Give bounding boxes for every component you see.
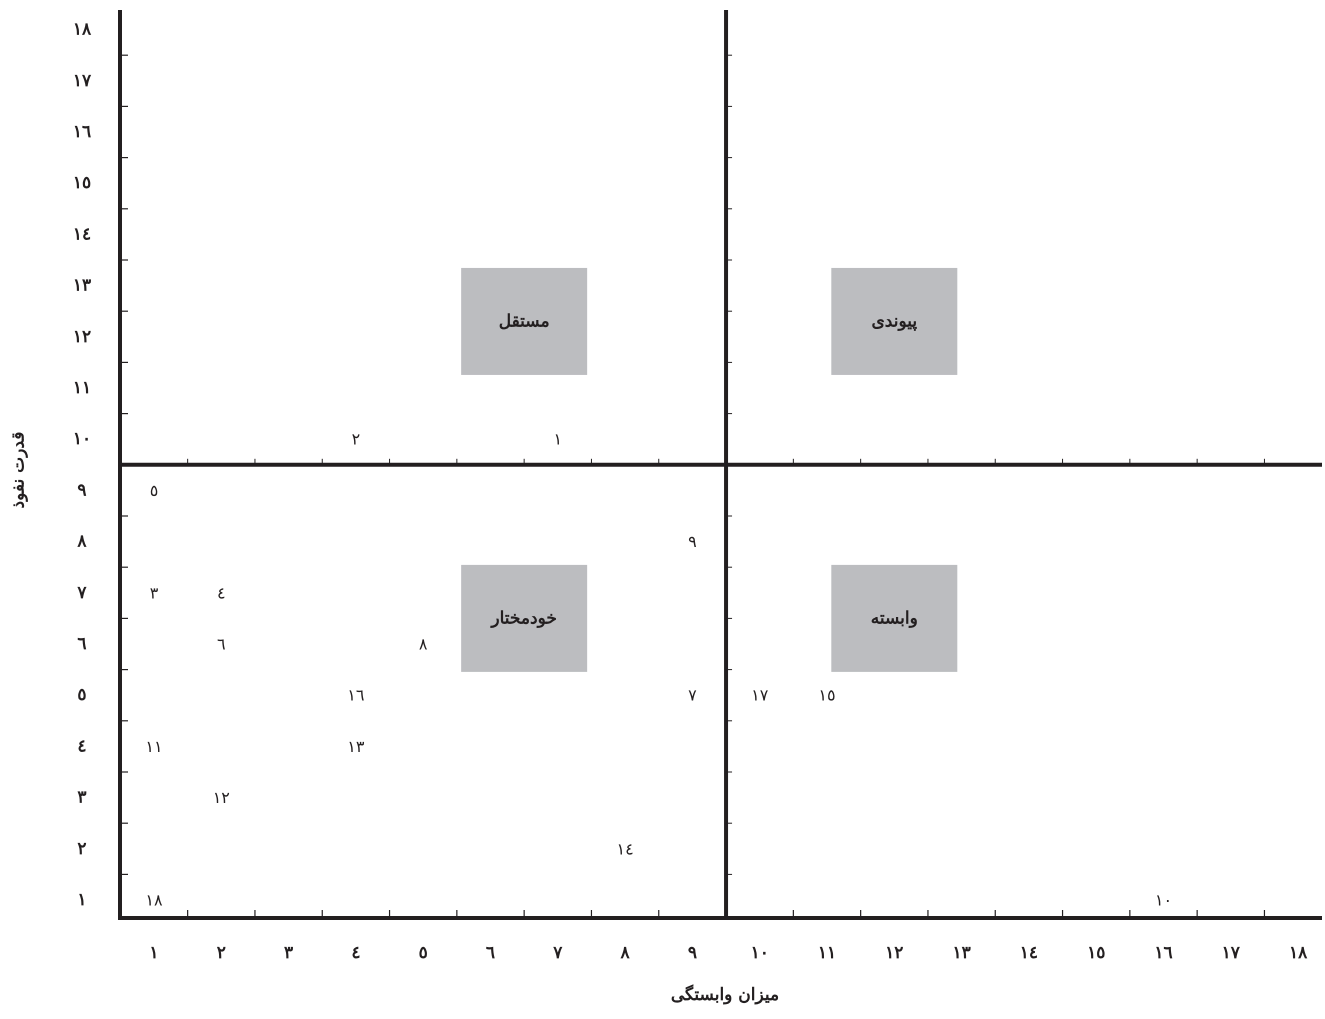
y-tick-label: ٦ bbox=[77, 634, 86, 654]
y-tick-label: ١٦ bbox=[73, 122, 91, 142]
quadrant-box bbox=[831, 564, 958, 672]
y-tick-label: ٩ bbox=[77, 480, 86, 500]
data-point-label: ٦ bbox=[217, 635, 226, 654]
data-point-label: ٤ bbox=[217, 583, 226, 602]
quadrant-label: خودمختار bbox=[489, 608, 556, 628]
data-point-label: ١١ bbox=[145, 737, 162, 756]
data-point-label: ٨ bbox=[419, 635, 428, 654]
x-tick-label: ١٤ bbox=[1020, 943, 1038, 963]
quadrant-box bbox=[461, 564, 588, 672]
y-tick-label: ١ bbox=[77, 890, 86, 910]
x-tick-label: ١٢ bbox=[885, 943, 903, 963]
x-tick-label: ٥ bbox=[419, 943, 428, 963]
x-tick-label: ١٥ bbox=[1087, 943, 1105, 963]
x-tick-label: ١٧ bbox=[1222, 943, 1241, 963]
quadrant-box bbox=[831, 267, 958, 375]
y-tick-label: ١٤ bbox=[73, 224, 91, 244]
y-tick-label: ٣ bbox=[77, 788, 86, 808]
y-tick-label: ٤ bbox=[77, 736, 86, 756]
x-tick-label: ١ bbox=[149, 943, 158, 963]
y-tick-label: ١٥ bbox=[73, 173, 91, 193]
data-point-label: ٧ bbox=[688, 686, 697, 705]
x-tick-label: ٣ bbox=[284, 943, 293, 963]
x-tick-label: ١٣ bbox=[952, 943, 970, 963]
y-tick-label: ١١ bbox=[73, 378, 91, 398]
data-point-label: ١٥ bbox=[818, 686, 835, 705]
y-tick-label: ١٨ bbox=[73, 20, 92, 40]
y-tick-label: ٧ bbox=[76, 583, 87, 603]
quadrant-label: پیوندی bbox=[871, 311, 917, 331]
data-point-label: ١٢ bbox=[213, 788, 230, 807]
quadrant-box bbox=[461, 267, 588, 375]
y-tick-label: ٢ bbox=[77, 839, 86, 859]
y-tick-label: ٨ bbox=[76, 532, 87, 552]
data-point-label: ١٧ bbox=[751, 686, 769, 705]
data-point-label: ٢ bbox=[352, 430, 361, 449]
quadrant-label: مستقل bbox=[499, 311, 550, 331]
x-axis-label: میزان وابستگی bbox=[670, 985, 780, 1005]
data-point-label: ١٣ bbox=[347, 737, 365, 756]
y-tick-label: ١٣ bbox=[73, 276, 91, 296]
y-axis-label: قدرت نفوذ bbox=[8, 431, 28, 509]
x-tick-label: ٦ bbox=[486, 943, 495, 963]
data-point-label: ٩ bbox=[688, 532, 697, 551]
x-tick-label: ٩ bbox=[688, 943, 697, 963]
y-tick-label: ١٢ bbox=[73, 327, 91, 347]
data-point-label: ١ bbox=[554, 430, 563, 449]
data-point-label: ١٠ bbox=[1155, 891, 1172, 910]
data-point-label: ١٤ bbox=[617, 839, 634, 858]
y-tick-label: ٥ bbox=[77, 685, 86, 705]
x-tick-label: ٨ bbox=[620, 943, 631, 963]
data-point-label: ١٨ bbox=[145, 891, 163, 910]
data-point-label: ٣ bbox=[150, 583, 159, 602]
x-tick-label: ٧ bbox=[552, 943, 563, 963]
data-point-label: ٥ bbox=[150, 481, 159, 500]
y-tick-label: ١٠ bbox=[73, 429, 91, 449]
x-tick-label: ١١ bbox=[818, 943, 836, 963]
x-tick-label: ١٦ bbox=[1154, 943, 1172, 963]
data-point-label: ١٦ bbox=[347, 686, 364, 705]
x-tick-label: ٤ bbox=[351, 943, 360, 963]
x-tick-label: ١٠ bbox=[751, 943, 769, 963]
y-axis-label-wrap: قدرت نفوذ bbox=[2, 390, 34, 550]
x-tick-label: ٢ bbox=[217, 943, 226, 963]
x-tick-label: ١٨ bbox=[1289, 943, 1308, 963]
quadrant-label: وابسته bbox=[871, 608, 918, 628]
y-tick-label: ١٧ bbox=[73, 71, 92, 91]
